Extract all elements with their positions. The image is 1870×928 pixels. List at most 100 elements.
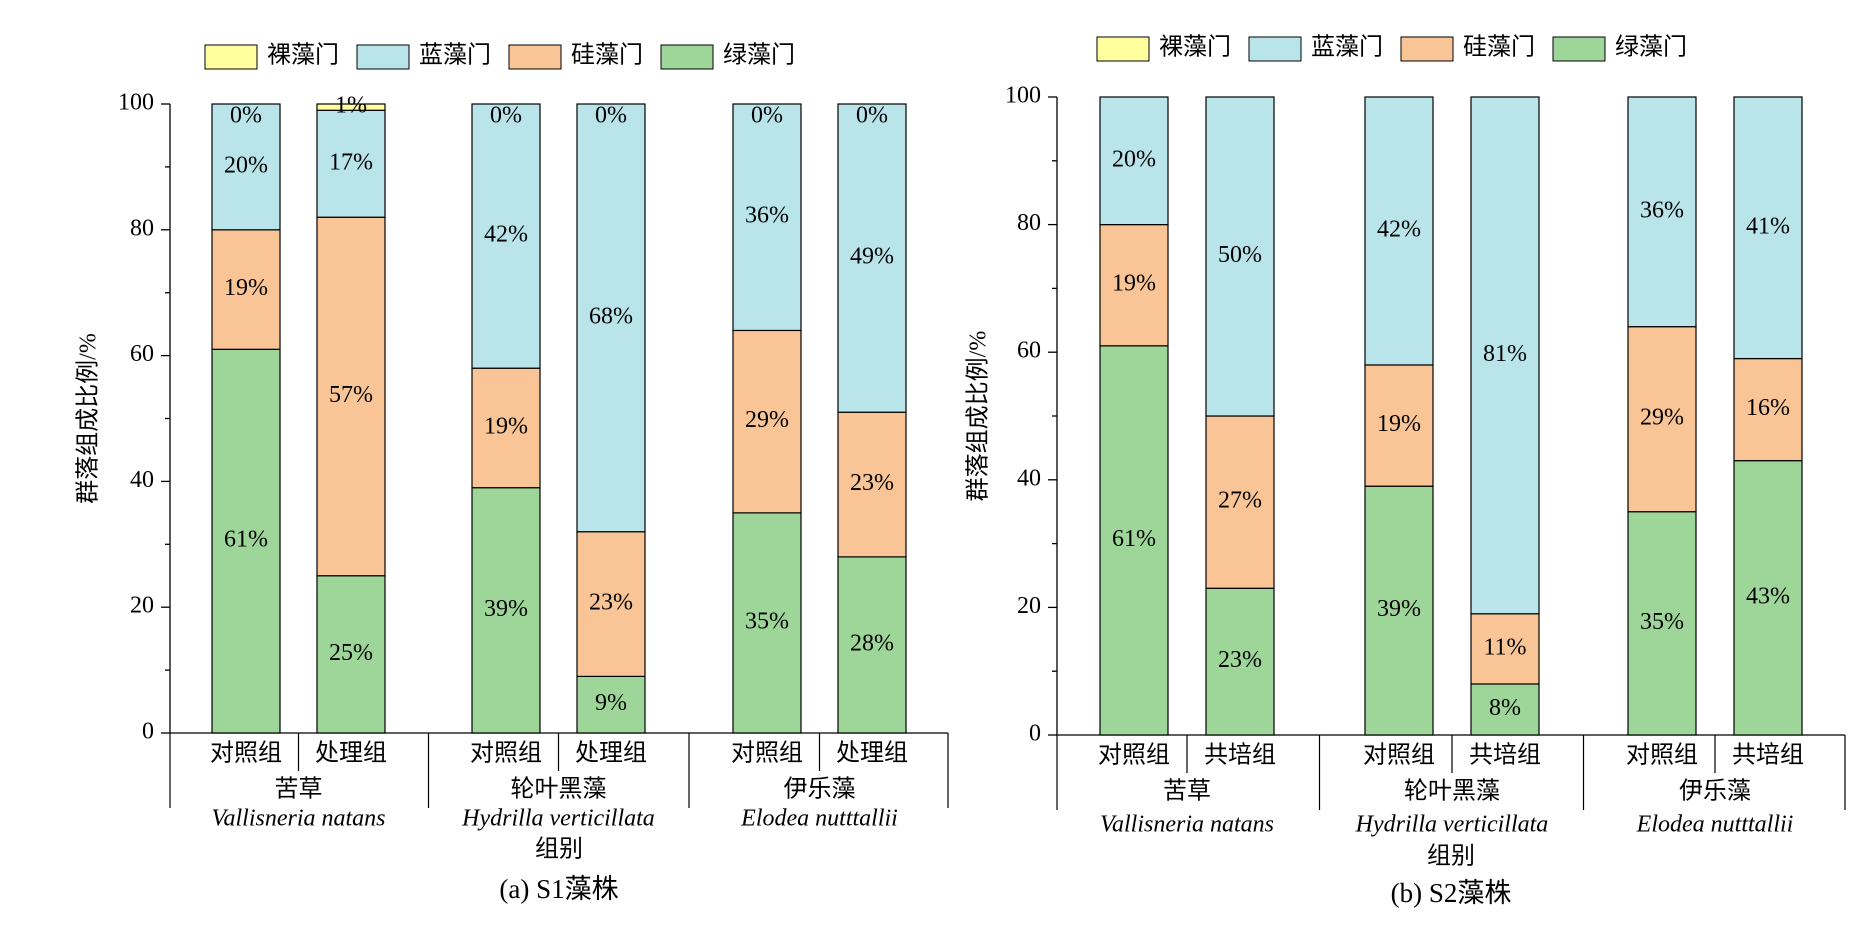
data-label: 11% xyxy=(1483,634,1526,660)
data-label: 36% xyxy=(1640,197,1684,223)
data-label: 42% xyxy=(484,222,528,248)
data-label: 9% xyxy=(595,690,627,716)
data-label: 20% xyxy=(224,152,268,178)
data-label: 20% xyxy=(1112,146,1156,172)
group-name-label: 轮叶黑藻 xyxy=(511,776,607,803)
data-label: 0% xyxy=(490,103,522,129)
bar-segment xyxy=(211,103,281,231)
data-label: 43% xyxy=(1746,583,1790,609)
data-label: 28% xyxy=(850,630,894,656)
bar-segment xyxy=(316,103,386,111)
bar-segment xyxy=(1205,96,1275,417)
y-tick-label: 80 xyxy=(1017,210,1041,236)
data-label: 23% xyxy=(850,470,894,496)
chart-panel: 裸藻门 蓝藻门 硅藻门 绿藻门 0 20 40 60 80 100 群落组成比例/% 对照组 共培组 对照… xyxy=(965,34,1846,908)
data-label: 25% xyxy=(329,640,373,666)
bar-segment xyxy=(1627,96,1697,328)
data-label: 68% xyxy=(589,303,633,329)
bar-segment xyxy=(1205,415,1275,589)
bar-segment xyxy=(576,531,646,677)
bar-segment xyxy=(837,411,907,558)
bar-segment xyxy=(471,367,541,489)
data-label: 41% xyxy=(1746,213,1790,239)
data-label: 39% xyxy=(484,596,528,622)
data-label: 19% xyxy=(1377,411,1421,437)
y-tick-label: 80 xyxy=(130,215,154,241)
bar-segment xyxy=(837,103,907,413)
legend-label: 硅藻门 xyxy=(571,42,643,69)
legend-label: 裸藻门 xyxy=(1159,34,1231,61)
bar-segment xyxy=(211,348,281,734)
legend-label: 绿藻门 xyxy=(1615,34,1687,61)
x-category-label: 对照组 xyxy=(731,740,803,767)
data-label: 8% xyxy=(1489,695,1521,721)
data-label: 42% xyxy=(1377,216,1421,242)
bar-segment xyxy=(1364,96,1434,366)
group-latin-label: Elodea nutttallii xyxy=(1636,812,1794,838)
legend-swatch xyxy=(356,44,410,70)
bar-segment xyxy=(576,675,646,734)
bar-segment xyxy=(1470,613,1540,685)
data-label: 27% xyxy=(1218,488,1262,514)
data-label: 19% xyxy=(484,413,528,439)
data-label: 23% xyxy=(1218,647,1262,673)
data-label: 0% xyxy=(751,103,783,129)
group-latin-label: Hydrilla verticillata xyxy=(1355,812,1549,838)
group-latin-label: Vallisneria natans xyxy=(1100,812,1274,838)
y-tick-label: 20 xyxy=(130,593,154,619)
data-label: 0% xyxy=(595,103,627,129)
y-tick-label: 60 xyxy=(1017,338,1041,364)
legend-label: 蓝藻门 xyxy=(1311,34,1383,61)
group-name-label: 苦草 xyxy=(275,776,323,803)
bar-segment xyxy=(1733,460,1803,736)
chart-panel: 裸藻门 蓝藻门 硅藻门 绿藻门 0 20 40 60 80 100 群落组成比例/% 对照组 处理组 对照… xyxy=(75,42,949,904)
bar-segment xyxy=(1364,485,1434,736)
group-name-label: 伊乐藻 xyxy=(784,776,856,803)
bar-segment xyxy=(576,103,646,533)
bar-segment xyxy=(732,512,802,734)
x-category-label: 对照组 xyxy=(1626,742,1698,769)
x-category-label: 处理组 xyxy=(836,740,908,767)
group-name-label: 苦草 xyxy=(1163,778,1211,805)
y-tick-label: 20 xyxy=(1017,593,1041,619)
legend-label: 裸藻门 xyxy=(267,42,339,69)
bar-segment xyxy=(316,109,386,218)
x-category-label: 共培组 xyxy=(1732,742,1804,769)
x-category-label: 对照组 xyxy=(1363,742,1435,769)
bar-segment xyxy=(1470,683,1540,736)
y-axis-label: 群落组成比例/% xyxy=(75,333,102,504)
data-label: 19% xyxy=(1112,271,1156,297)
bar-segment xyxy=(1099,96,1169,226)
legend-swatch xyxy=(1248,36,1302,62)
x-axis-label: 组别 xyxy=(1427,843,1475,870)
data-label: 81% xyxy=(1483,341,1527,367)
legend-swatch xyxy=(1096,36,1150,62)
data-label: 49% xyxy=(850,244,894,270)
x-category-label: 对照组 xyxy=(470,740,542,767)
y-tick-label: 0 xyxy=(1029,721,1041,747)
y-tick-label: 40 xyxy=(1017,465,1041,491)
group-name-label: 伊乐藻 xyxy=(1679,778,1751,805)
bar-segment xyxy=(1733,357,1803,462)
legend-label: 硅藻门 xyxy=(1463,34,1535,61)
data-label: 29% xyxy=(745,407,789,433)
legend-swatch xyxy=(1400,36,1454,62)
data-label: 17% xyxy=(329,149,373,175)
group-name-label: 轮叶黑藻 xyxy=(1404,778,1500,805)
bar-segment xyxy=(1627,326,1697,513)
y-tick-label: 100 xyxy=(118,90,154,116)
x-axis-label: 组别 xyxy=(535,836,583,863)
data-label: 35% xyxy=(1640,609,1684,635)
bar-segment xyxy=(1364,364,1434,487)
bar-segment xyxy=(837,556,907,734)
legend-label: 蓝藻门 xyxy=(419,42,491,69)
panel-label: (a) S1藻株 xyxy=(499,874,618,904)
bar-segment xyxy=(1470,96,1540,615)
data-label: 35% xyxy=(745,608,789,634)
bar-segment xyxy=(211,229,281,350)
legend-label: 绿藻门 xyxy=(723,42,795,69)
data-label: 61% xyxy=(224,527,268,553)
x-category-label: 处理组 xyxy=(315,740,387,767)
legend-swatch xyxy=(508,44,562,70)
